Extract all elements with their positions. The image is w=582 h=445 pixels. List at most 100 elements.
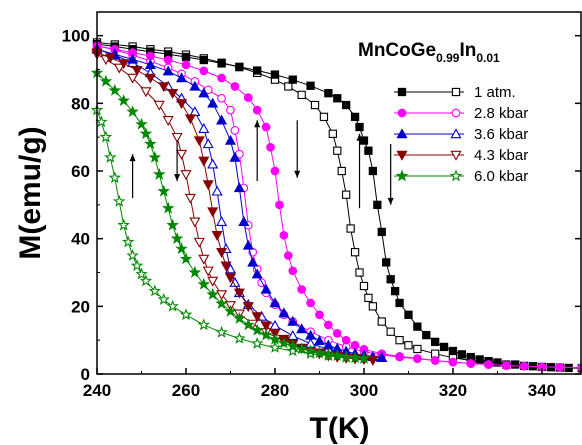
data-point-heating (355, 122, 364, 132)
data-point-heating (431, 337, 440, 347)
data-point-heating (493, 358, 502, 367)
data-point-heating (131, 65, 143, 76)
data-point-heating (216, 114, 228, 125)
data-point-heating (278, 307, 290, 318)
data-point-heating (181, 52, 191, 62)
data-point-heating (296, 323, 308, 334)
data-point-heating (144, 59, 156, 70)
data-point-cooling (153, 100, 165, 111)
legend-marker-filled (395, 169, 409, 182)
data-point-heating (315, 310, 324, 320)
data-point-cooling (95, 115, 108, 128)
data-point-cooling (104, 150, 117, 163)
data-point-cooling (193, 237, 205, 248)
data-point-heating (413, 354, 422, 363)
data-point-heating (306, 81, 315, 90)
data-point-heating (324, 89, 333, 98)
legend: 1 atm. 2.8 kbar 3.6 kbar 4.3 kbar 6.0 kbar (394, 84, 528, 185)
data-point-cooling (215, 325, 228, 338)
data-point-heating (233, 311, 246, 324)
data-point-cooling (211, 185, 223, 196)
data-point-heating (286, 339, 300, 352)
legend-marker-open (450, 128, 462, 139)
data-point-cooling (342, 190, 351, 199)
data-point-heating (266, 142, 275, 152)
chart-title: MnCoGe0.99In0.01 (358, 40, 500, 65)
x-tick-label: 340 (528, 381, 556, 400)
data-point-heating (341, 335, 351, 345)
data-point-cooling (364, 293, 373, 303)
data-point-heating (339, 350, 353, 363)
data-point-cooling (328, 129, 337, 138)
data-point-heating (279, 230, 289, 240)
data-point-heating (251, 312, 263, 323)
data-point-heating (197, 277, 211, 290)
arrow-head (254, 120, 261, 128)
data-point-heating (287, 315, 299, 326)
data-point-heating (333, 94, 342, 103)
data-point-heating (422, 330, 431, 340)
data-point-heating (564, 363, 573, 373)
data-point-heating (260, 283, 272, 294)
data-point-cooling (112, 194, 126, 207)
data-point-heating (430, 356, 440, 365)
data-point-cooling (148, 284, 162, 297)
data-point-heating (475, 355, 484, 364)
data-point-heating (368, 166, 378, 176)
svg-text:MnCoGe0.99In0.01: MnCoGe0.99In0.01 (358, 40, 500, 65)
data-point-heating (104, 53, 116, 64)
data-point-cooling (350, 248, 360, 257)
legend-entry: 3.6 kbar (394, 126, 528, 143)
data-point-heating (217, 59, 226, 68)
data-point-heating (135, 117, 148, 130)
data-point-heating (373, 200, 382, 209)
data-point-heating (176, 99, 188, 110)
data-point-heating (395, 352, 404, 361)
data-point-cooling (413, 344, 422, 354)
data-point-heating (502, 361, 511, 370)
data-point-heating (202, 180, 214, 191)
data-point-cooling (377, 317, 386, 326)
data-point-heating (118, 59, 130, 70)
data-point-heating (99, 74, 113, 87)
arrow-head (129, 154, 136, 162)
data-point-cooling (217, 93, 226, 103)
x-axis-title: T(K) (310, 412, 370, 445)
data-point-heating (233, 288, 245, 299)
data-point-cooling (310, 100, 320, 110)
y-tick-label: 40 (71, 230, 90, 249)
data-point-heating (224, 273, 237, 284)
data-point-heating (466, 359, 476, 368)
data-point-heating (313, 346, 326, 359)
arrow-head (174, 174, 181, 182)
data-point-cooling (216, 290, 228, 301)
data-point-heating (242, 239, 254, 250)
data-point-heating (332, 329, 342, 338)
series-4 (90, 66, 371, 364)
data-point-heating (297, 285, 307, 294)
data-point-heating (144, 137, 157, 150)
data-point-heating (229, 151, 241, 162)
data-point-cooling (126, 249, 139, 261)
data-point-heating (198, 87, 210, 98)
data-point-heating (157, 184, 170, 197)
tick-layer: 240 260 280 300 320 340 0 20 40 60 80 100 (62, 27, 581, 400)
data-point-heating (250, 323, 264, 336)
data-point-heating (211, 231, 223, 242)
legend-marker-filled (396, 128, 408, 139)
data-point-heating (207, 97, 219, 108)
data-point-heating (448, 357, 458, 367)
legend-entry: 2.8 kbar (394, 105, 528, 122)
data-point-heating (364, 146, 373, 155)
data-point-cooling (355, 268, 364, 277)
data-point-heating (270, 70, 280, 79)
data-point-cooling (268, 341, 282, 353)
data-point-cooling (386, 327, 395, 336)
legend-entry: 4.3 kbar (394, 147, 528, 164)
title-middle: In (459, 40, 476, 61)
axes-layer (96, 11, 582, 375)
data-point-cooling (333, 146, 342, 155)
data-point-heating (127, 53, 139, 64)
data-point-heating (220, 261, 232, 272)
x-tick-label: 240 (83, 381, 111, 400)
